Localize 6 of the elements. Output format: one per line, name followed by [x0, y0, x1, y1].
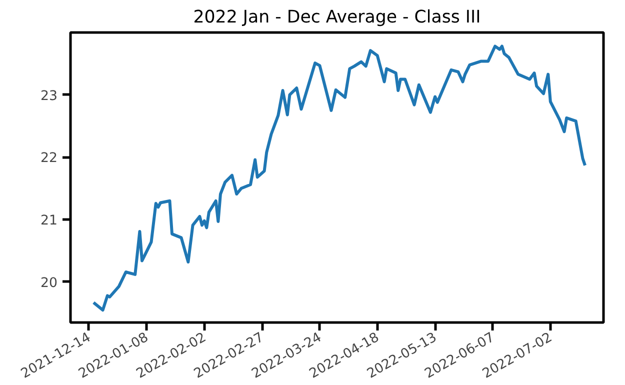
- y-tick-label: 20: [40, 276, 58, 291]
- y-tick-label: 22: [40, 151, 58, 166]
- line-series: [92, 44, 587, 312]
- y-tick-label: 23: [40, 88, 58, 104]
- y-tick-label: 21: [40, 214, 58, 229]
- chart-title: 2022 Jan - Dec Average - Class III: [193, 8, 481, 28]
